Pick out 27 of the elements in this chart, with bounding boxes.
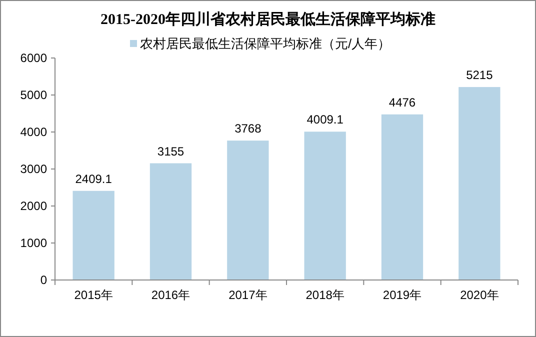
x-tick-label: 2018年 bbox=[306, 288, 344, 302]
bar bbox=[72, 190, 114, 280]
y-tick-label: 1000 bbox=[20, 236, 48, 250]
x-tick-label: 2019年 bbox=[382, 288, 422, 302]
data-label: 5215 bbox=[466, 68, 494, 82]
y-tick-label: 6000 bbox=[20, 51, 48, 65]
y-tick-label: 4000 bbox=[20, 125, 48, 139]
x-tick-label: 2017年 bbox=[228, 288, 268, 302]
y-tick-label: 5000 bbox=[20, 88, 48, 102]
legend-label: 农村居民最低生活保障平均标准（元/人年） bbox=[140, 36, 391, 51]
data-label: 2409.1 bbox=[75, 172, 112, 186]
x-tick-label: 2016年 bbox=[151, 288, 190, 302]
x-tick-label: 2020年 bbox=[460, 288, 499, 302]
data-label: 3155 bbox=[157, 144, 184, 158]
bar bbox=[304, 132, 346, 280]
bar bbox=[381, 114, 424, 280]
y-tick-label: 2000 bbox=[20, 199, 48, 213]
bar bbox=[458, 87, 500, 280]
data-label: 3768 bbox=[234, 122, 262, 136]
chart-title: 2015-2020年四川省农村居民最低生活保障平均标准 bbox=[100, 10, 436, 28]
y-tick-label: 0 bbox=[40, 273, 48, 287]
y-tick-label: 3000 bbox=[20, 162, 48, 176]
x-tick-label: 2015年 bbox=[74, 288, 113, 302]
data-label: 4009.1 bbox=[306, 112, 344, 127]
data-label: 4476 bbox=[388, 95, 416, 110]
bar bbox=[150, 163, 192, 280]
bar bbox=[227, 140, 269, 280]
